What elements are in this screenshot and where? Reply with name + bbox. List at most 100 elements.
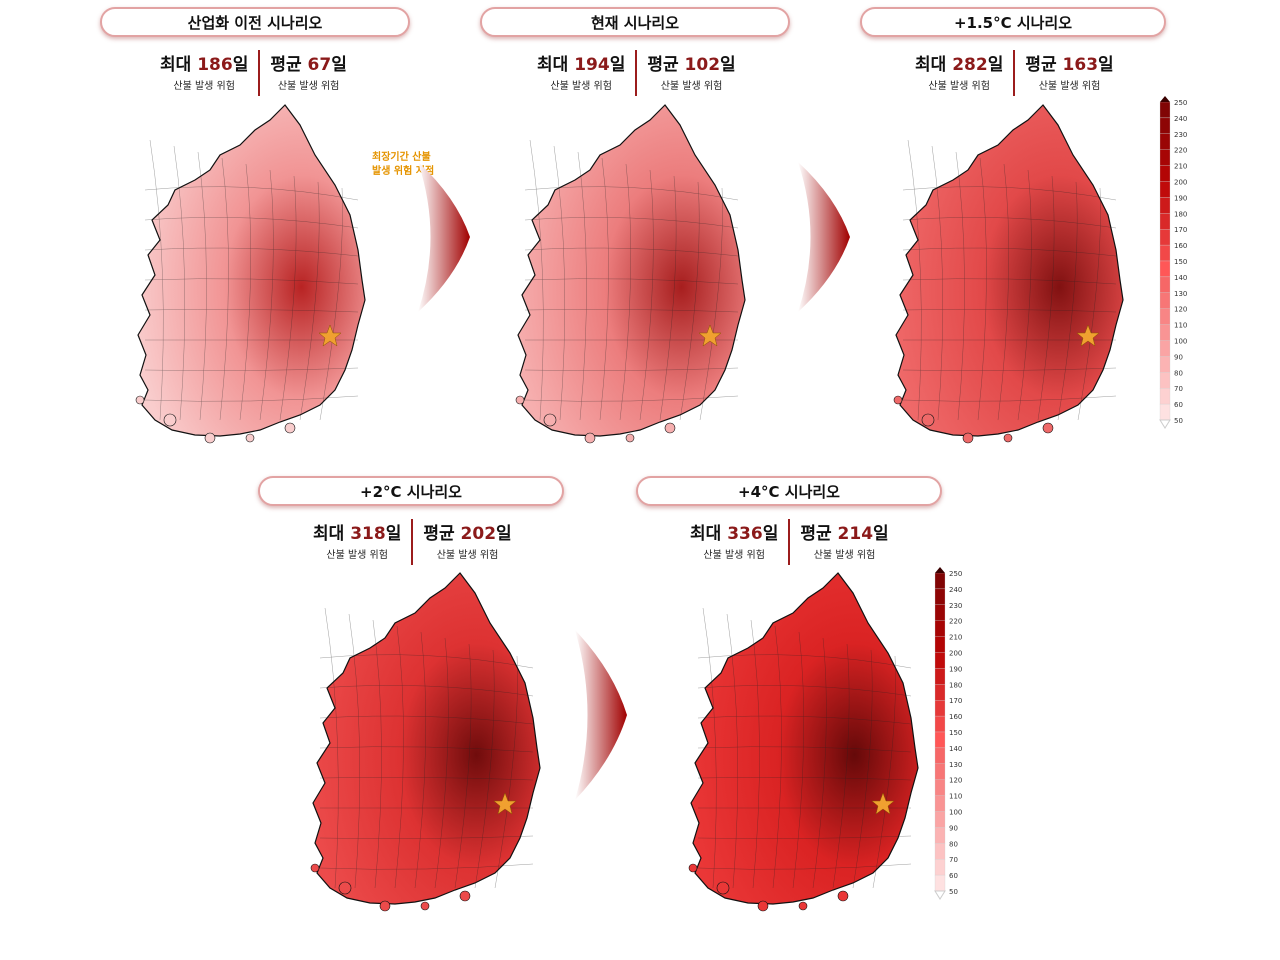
island [625,433,635,443]
avg-label: 평균 [1025,55,1057,75]
colorbar-tick: 200 [949,650,962,658]
colorbar-swatch [1159,149,1171,166]
max-label: 최대 [160,55,192,75]
colorbar-swatch [1159,197,1171,214]
colorbar-swatch [1159,101,1171,119]
colorbar-swatch [1159,403,1171,421]
unit: 일 [496,524,512,544]
annotation-line-2: 발생 위험 지점 [372,166,435,177]
colorbar-swatch [1159,372,1171,389]
stats-divider [411,519,414,565]
colorbar-tick: 210 [949,634,962,642]
colorbar-swatch [934,859,946,876]
avg-label: 평균 [270,55,302,75]
colorbar-swatch [934,779,946,796]
colorbar-tick: 180 [1174,210,1187,218]
colorbar-bottom: 250 240 230 220 210 200 190 180 170 160 150 140 130 1… [934,567,962,900]
colorbar-tick: 110 [949,793,962,801]
colorbar-swatch [1159,388,1171,405]
island [515,395,525,405]
colorbar-tick: 190 [949,665,962,673]
colorbar-swatch [934,874,946,892]
island [893,395,903,405]
panel-2-stats: 최대 194일 산불 발생 위험 평균 102일 산불 발생 위험 [537,50,736,96]
colorbar-swatch [934,827,946,844]
colorbar-tick: 170 [1174,226,1187,234]
annotation-line-1: 최장기간 산불 [372,152,431,163]
panel-4-max: 최대 318일 산불 발생 위험 [313,519,401,561]
island [284,422,296,434]
panel-1-title: 산업화 이전 시나리오 [100,7,410,37]
island [962,432,974,444]
panel-3-avg: 평균 163일 산불 발생 위험 [1025,50,1113,92]
panel-3-map [893,104,1124,444]
max-sub: 산불 발생 위험 [550,81,612,92]
max-value: 318 [350,524,386,544]
colorbar-tick: 220 [1174,147,1187,155]
longest-risk-star [1076,324,1100,347]
colorbar-swatch [934,588,946,605]
colorbar-swatch [934,843,946,860]
unit: 일 [987,55,1004,75]
island [688,863,698,873]
avg-value: 214 [837,524,874,544]
colorbar-swatch [1159,133,1171,150]
island [584,432,596,444]
island [798,901,808,911]
colorbar-tick: 130 [949,761,962,769]
panel-3-stats: 최대 282일 산불 발생 위험 평균 163일 산불 발생 위험 [915,50,1114,96]
colorbar-tick: 100 [949,809,962,817]
colorbar-tick: 90 [1174,353,1183,361]
avg-label: 평균 [800,524,832,544]
colorbar-tick: 140 [1174,274,1187,282]
island [204,432,216,444]
max-label: 최대 [313,524,345,544]
island [1003,433,1013,443]
arrow-2 [798,162,850,312]
colorbar-swatch [934,731,946,749]
colorbar-swatch [934,572,946,590]
colorbar-tick: 230 [949,602,962,610]
island [716,881,730,895]
unit: 일 [331,55,347,75]
colorbar-tick: 70 [1174,385,1183,393]
colorbar-tick: 70 [949,856,958,864]
unit: 일 [232,55,249,75]
colorbar-swatch [1159,213,1171,230]
island [921,413,935,427]
colorbar-tick: 60 [1174,401,1183,409]
colorbar-tick: 120 [1174,306,1187,314]
colorbar-tick: 50 [949,888,958,896]
panel-1-map [135,104,366,444]
longest-risk-star [493,792,517,815]
avg-value: 163 [1062,55,1099,75]
panel-1-max: 최대 186일 산불 발생 위험 [160,50,248,92]
island [543,413,557,427]
avg-value: 202 [460,524,497,544]
avg-value: 102 [684,55,721,75]
colorbar-tick: 250 [949,570,962,578]
unit: 일 [762,524,779,544]
colorbar-swatch [934,747,946,764]
max-sub: 산불 발생 위험 [703,550,765,561]
colorbar-tick: 80 [1174,369,1183,377]
colorbar-tick: 160 [949,713,962,721]
colorbar-top-cap [1160,96,1170,102]
colorbar-tick: 150 [949,729,962,737]
avg-sub: 산불 발생 위험 [660,81,723,92]
colorbar-bottom-cap [934,890,946,900]
panel-2-avg: 평균 102일 산불 발생 위험 [647,50,735,92]
colorbar-top-cap [935,567,945,573]
colorbar-tick: 90 [949,824,958,832]
district-boundaries [697,607,912,889]
colorbar-swatch [1159,308,1171,325]
panel-1-stats: 최대 186일 산불 발생 위험 평균 67일 산불 발생 위험 [160,50,347,96]
colorbar-swatch [934,700,946,717]
panel-4-title: +2°C 시나리오 [258,476,564,506]
peninsula-land [517,104,746,437]
island [338,881,352,895]
colorbar-tick: 170 [949,697,962,705]
colorbar-top: 250 240 230 220 210 200 190 180 170 160 150 140 130 1… [1159,96,1187,429]
colorbar-swatch [1159,181,1171,198]
peninsula-land [895,104,1124,437]
